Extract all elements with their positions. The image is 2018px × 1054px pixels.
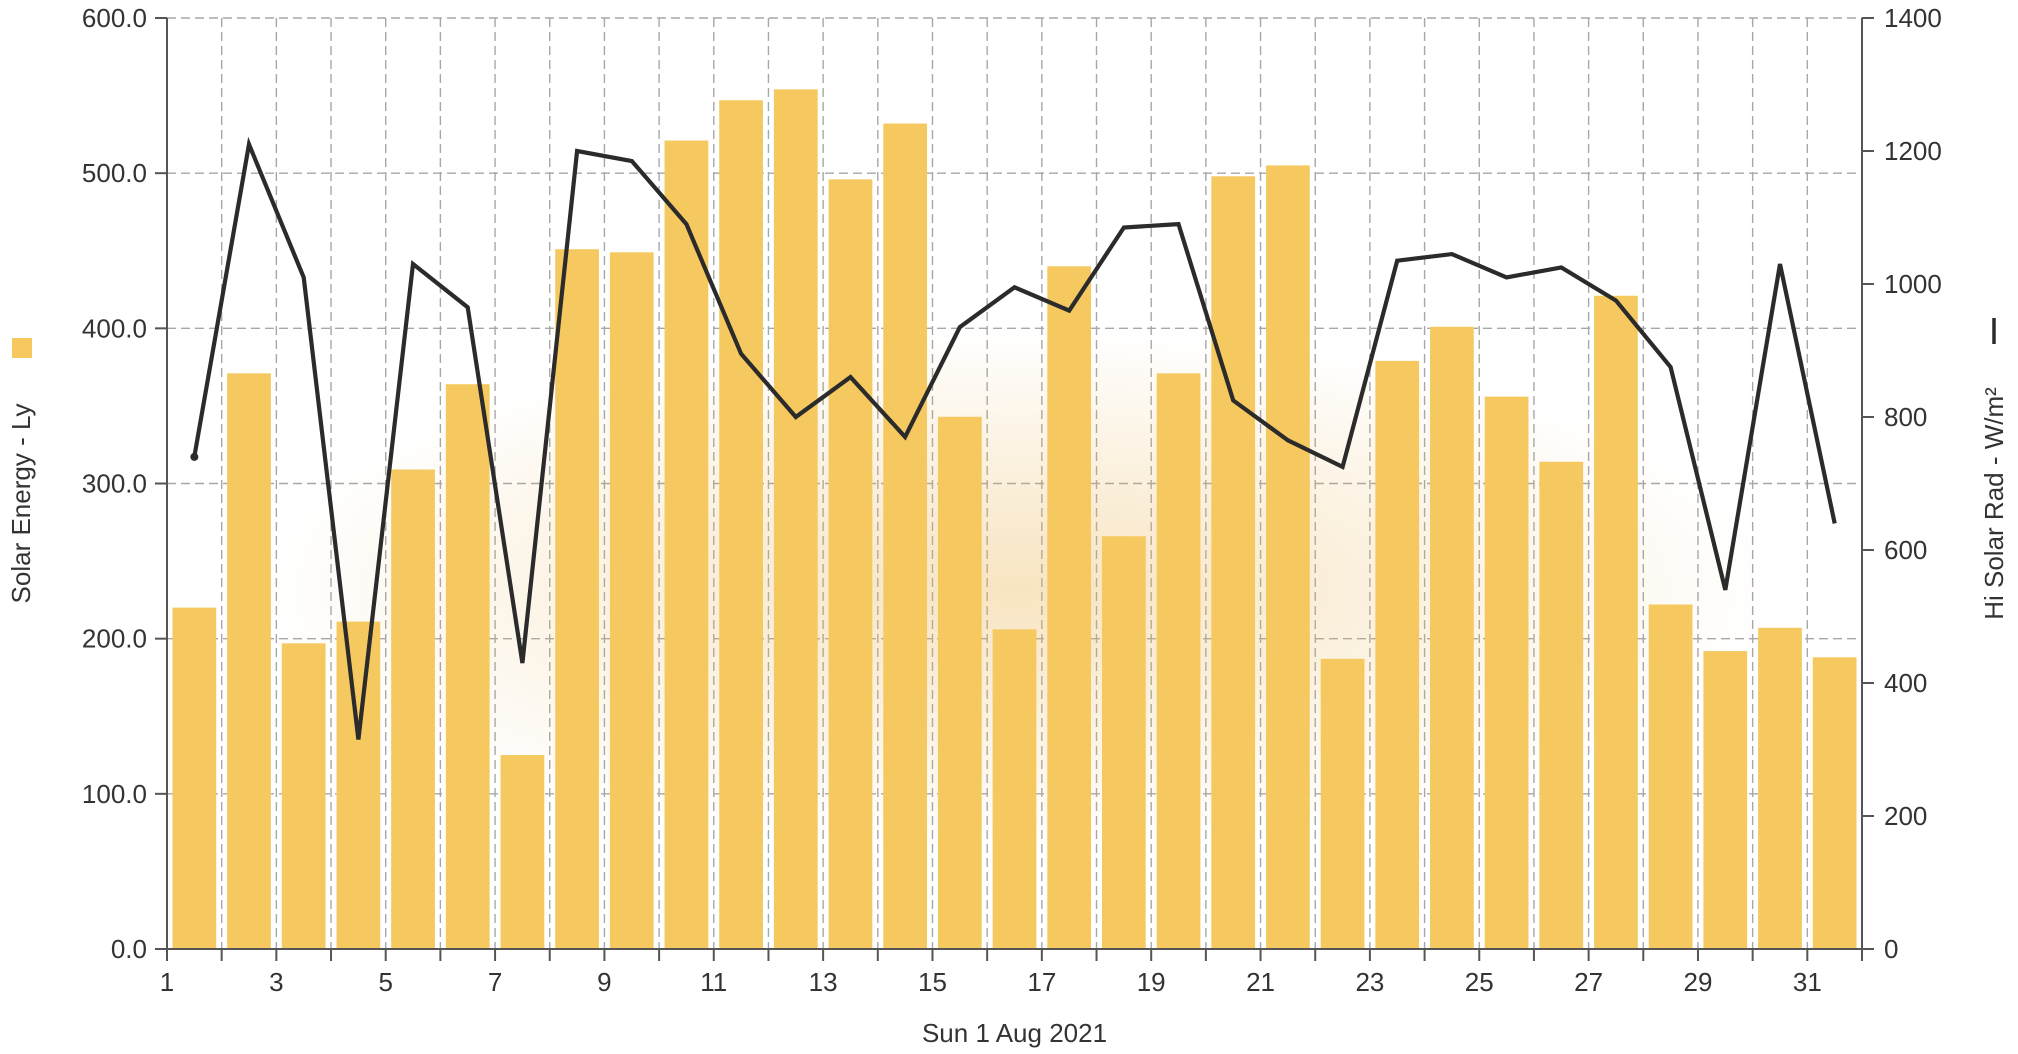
bar (1375, 361, 1419, 949)
left-tick-label: 400.0 (82, 313, 147, 343)
line-point (190, 453, 198, 461)
bar (227, 373, 271, 949)
bar (1485, 397, 1529, 949)
x-tick-label: 17 (1027, 967, 1056, 997)
x-tick-label: 13 (809, 967, 838, 997)
bar (610, 252, 654, 949)
right-tick-label: 1200 (1884, 136, 1942, 166)
bar (1703, 651, 1747, 949)
bar (391, 470, 435, 949)
right-tick-label: 800 (1884, 402, 1927, 432)
x-tick-label: 29 (1684, 967, 1713, 997)
bar (282, 643, 326, 949)
bar (1594, 296, 1638, 949)
x-tick-label: 7 (488, 967, 502, 997)
bar (446, 384, 490, 949)
left-tick-label: 300.0 (82, 469, 147, 499)
bar (1539, 462, 1583, 949)
left-tick-label: 100.0 (82, 779, 147, 809)
x-axis-label: Sun 1 Aug 2021 (922, 1018, 1107, 1048)
x-tick-label: 3 (269, 967, 283, 997)
left-tick-label: 600.0 (82, 3, 147, 33)
bar-series-swatch (12, 338, 32, 358)
right-tick-label: 1000 (1884, 269, 1942, 299)
right-tick-label: 200 (1884, 801, 1927, 831)
bar (883, 124, 927, 949)
bar (1758, 628, 1802, 949)
x-tick-label: 5 (378, 967, 392, 997)
bar (1813, 657, 1857, 949)
bar (501, 755, 545, 949)
x-tick-label: 11 (700, 967, 727, 997)
bar (1157, 373, 1201, 949)
bar (1047, 266, 1091, 949)
bar (555, 249, 599, 949)
bar (774, 89, 818, 949)
x-tick-label: 23 (1355, 967, 1384, 997)
x-tick-label: 21 (1246, 967, 1275, 997)
bar (1211, 176, 1255, 949)
left-axis-label: Solar Energy - Ly (6, 404, 36, 604)
right-tick-label: 600 (1884, 535, 1927, 565)
x-tick-label: 9 (597, 967, 611, 997)
x-tick-label: 19 (1137, 967, 1166, 997)
x-tick-label: 31 (1793, 967, 1822, 997)
right-axis-label: Hi Solar Rad - W/m² (1979, 387, 2009, 620)
bar (993, 629, 1037, 949)
bar (938, 417, 982, 949)
bar (172, 608, 216, 949)
right-tick-label: 0 (1884, 934, 1898, 964)
bar (337, 622, 381, 949)
x-tick-label: 27 (1574, 967, 1603, 997)
right-tick-label: 400 (1884, 668, 1927, 698)
bar (1430, 327, 1474, 949)
x-tick-label: 25 (1465, 967, 1494, 997)
bar (829, 179, 873, 949)
x-tick-label: 15 (918, 967, 947, 997)
bar (1321, 659, 1365, 949)
left-tick-label: 0.0 (111, 934, 147, 964)
left-tick-label: 500.0 (82, 158, 147, 188)
bar (1649, 605, 1693, 949)
bar (1266, 165, 1310, 949)
bar (1102, 536, 1146, 949)
x-tick-label: 1 (160, 967, 174, 997)
right-tick-label: 1400 (1884, 3, 1942, 33)
left-tick-label: 200.0 (82, 624, 147, 654)
bar (719, 100, 763, 949)
